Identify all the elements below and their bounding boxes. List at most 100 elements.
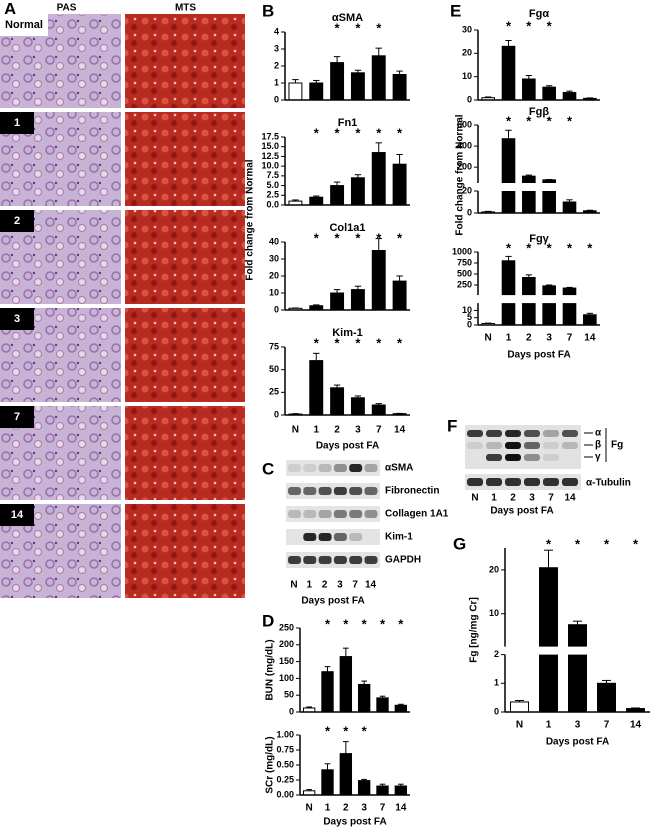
blot-band [288,556,301,564]
bar [542,285,556,326]
blot-band [349,510,363,518]
blot-band [349,533,363,541]
panel-letter: E [450,1,461,20]
chart-title: Fgγ [529,233,549,245]
band-label: α [595,428,602,439]
significance: * [325,616,331,631]
y-tick-label: 12.5 [261,151,279,161]
x-tick-label: 7 [604,720,610,731]
x-tick-label: 14 [584,333,596,344]
x-tick-label: 3 [575,720,581,731]
bar [321,671,334,713]
significance: * [547,113,553,128]
significance: * [355,230,361,245]
significance: * [343,616,349,631]
y-tick-label: 7.5 [266,170,279,180]
blot-band [318,487,332,495]
significance: * [335,20,341,35]
y-tick-label: 30 [462,24,472,34]
bar [542,86,556,101]
bar [597,682,616,713]
y-tick-label: 4 [274,26,279,36]
lane-label: 1 [491,493,497,504]
chart-title: Col1a1 [329,222,365,234]
x-tick-label: N [306,803,313,814]
blot-band [486,478,502,486]
y-axis-label: SCr (mg/dL) [265,736,276,793]
row-label-box [0,504,34,526]
y-tick-label: 5 [467,312,472,322]
y-tick-label: 2 [494,649,499,659]
x-tick-label: 3 [546,333,552,344]
band-label: β [595,440,601,451]
blot-band [467,478,483,486]
blot-band [364,464,378,472]
x-tick-label: 1 [546,720,552,731]
y-tick-label: 200 [457,162,472,172]
y-tick-label: 1000 [452,246,472,256]
y-tick-label: 17.5 [261,131,279,141]
x-tick-label: 3 [355,425,361,436]
y-tick-label: 250 [279,622,294,632]
significance: * [506,113,512,128]
histology-mts [125,210,245,304]
significance: * [362,723,368,738]
y-tick-label: 25 [269,387,279,397]
blot-band [486,454,502,461]
blot-band [303,533,317,541]
bar [330,387,345,416]
significance: * [376,335,382,350]
x-tick-label: 2 [343,803,349,814]
y-axis-label: Fold change from Normal [455,114,466,235]
x-tick-label: 14 [394,425,406,436]
bar [562,201,577,214]
blot-band [543,430,559,437]
blot-band [288,510,301,518]
blot-band [303,556,317,564]
bar [357,683,371,713]
y-tick-label: 75 [269,341,279,351]
y-tick-label: 0 [274,409,279,419]
column-label: PAS [57,3,77,14]
blot-strip [286,529,380,545]
y-tick-label: 150 [279,656,294,666]
histology-mts [125,112,245,206]
significance: * [567,240,573,255]
x-tick-label: N [485,333,492,344]
blot-band [524,430,540,437]
blot-band [364,510,378,518]
y-tick-label: 10.0 [261,161,279,171]
chart-title: Fgβ [529,106,549,118]
blot-band [467,442,483,449]
lane-label: 14 [365,580,377,591]
blot-band [288,464,301,472]
blot-band [543,454,559,461]
row-label-box [0,210,34,232]
x-axis-label: Days post FA [490,506,553,517]
y-tick-label: 3 [274,43,279,53]
x-tick-label: 14 [630,720,642,731]
significance: * [398,616,404,631]
axis-break [472,183,602,191]
bar [392,280,407,311]
y-tick-label: 1.00 [276,729,294,739]
significance: * [633,536,639,551]
significance: * [376,230,382,245]
bar [583,314,597,326]
lane-label: 3 [337,580,343,591]
chart-title: Kim-1 [332,327,363,339]
x-tick-label: 1 [506,333,512,344]
y-tick-label: 50 [284,690,294,700]
bar [350,177,365,206]
y-tick-label: 0 [274,304,279,314]
y-tick-label: 30 [269,253,279,263]
row-label: 2 [14,215,20,227]
x-tick-label: 7 [376,425,382,436]
row-label: 7 [14,411,20,423]
blot-band [543,478,559,486]
blot-band [562,430,578,437]
blot-band [349,464,363,472]
significance: * [335,335,341,350]
y-tick-label: 200 [279,639,294,649]
